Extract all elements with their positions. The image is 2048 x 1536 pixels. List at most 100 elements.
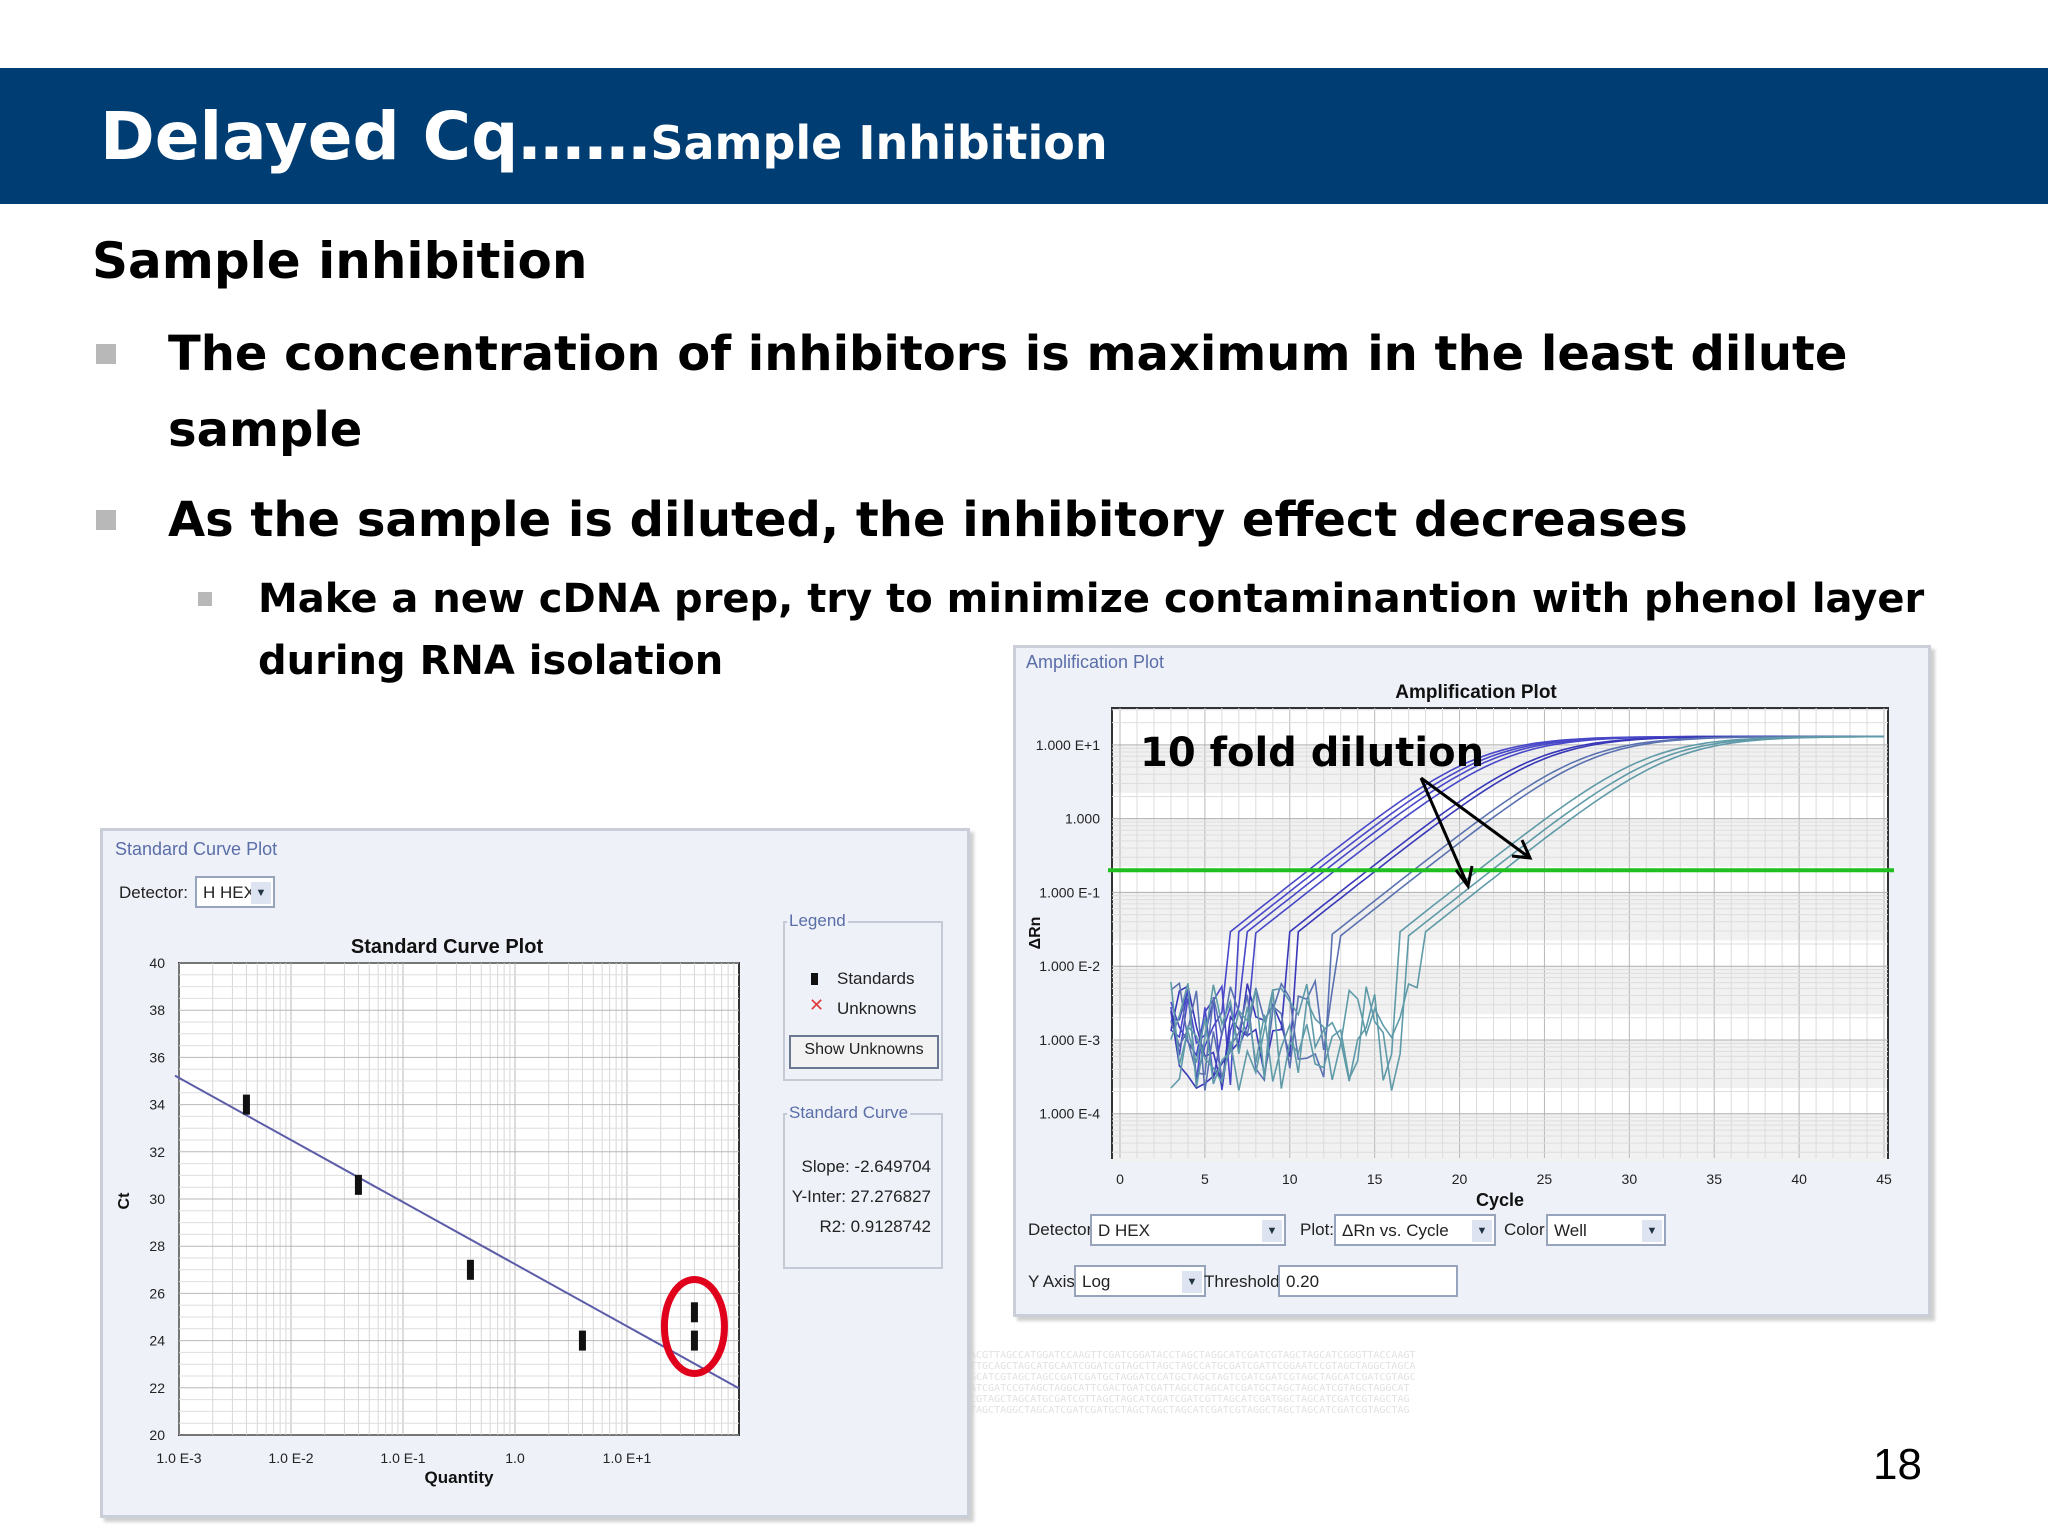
threshold-label: Threshold: [1204, 1272, 1285, 1291]
chevron-down-icon[interactable]: ▼ [251, 882, 271, 904]
bullet-1: The concentration of inhibitors is maxim… [96, 316, 1888, 468]
legend-title: Legend [787, 911, 848, 931]
standard-point [690, 1330, 698, 1351]
bullet-2-line1: As the sample is diluted, the inhibitory… [168, 492, 1688, 548]
y-tick-label: 22 [149, 1380, 165, 1396]
standard-point [690, 1302, 698, 1323]
standard-curve-grid [178, 962, 739, 1436]
dna-watermark: ACGTTAGCCATGGATCCAAGTTCGATCGGATACCTAGCTA… [970, 1350, 1416, 1416]
chevron-down-icon[interactable]: ▼ [1182, 1271, 1202, 1293]
amplification-window: Amplification Plot Amplification Plot 1.… [1013, 645, 1931, 1317]
standards-marker-icon [811, 973, 818, 985]
y-tick-label: 1.000 E-1 [1039, 884, 1100, 900]
detector-label: Detector: [119, 883, 188, 902]
threshold-input[interactable]: 0.20 [1278, 1265, 1458, 1297]
standard-curve-plot-title: Standard Curve Plot [351, 936, 544, 958]
amplification-plot-title: Amplification Plot [1395, 682, 1557, 703]
amplification-grid [1112, 708, 1888, 1158]
y-tick-label: 28 [149, 1238, 165, 1254]
show-unknowns-button[interactable]: Show Unknowns [789, 1035, 939, 1069]
page-number: 18 [1873, 1440, 1922, 1489]
legend-standards: Standards [837, 969, 915, 988]
amp-detector-label: Detector: [1028, 1220, 1097, 1239]
color-label: Color: [1504, 1220, 1550, 1239]
legend-unknowns: Unknowns [837, 999, 917, 1018]
chevron-down-icon[interactable]: ▼ [1642, 1220, 1662, 1242]
x-tick-label: 25 [1537, 1171, 1553, 1187]
standard-curve-plot: Standard Curve Plot 40 38 36 34 32 30 28 26 24 22… [116, 936, 740, 1487]
amplification-ylabel: ΔRn [1027, 917, 1044, 950]
detector-select-value: H HEX [203, 883, 255, 902]
x-tick-label: 30 [1622, 1171, 1638, 1187]
dilution-annotation: 10 fold dilution [1140, 730, 1484, 776]
band [1113, 1113, 1887, 1162]
y-tick-label: 1.000 E+1 [1036, 737, 1100, 753]
x-tick-label: 35 [1706, 1171, 1722, 1187]
amplification-window-title: Amplification Plot [1026, 652, 1165, 672]
amp-detector-select[interactable]: D HEX ▼ [1090, 1214, 1286, 1246]
arrow-line-2 [1420, 776, 1531, 860]
bullet-1-line2: sample [168, 402, 363, 458]
chevron-down-icon[interactable]: ▼ [1262, 1220, 1282, 1242]
bullet-marker [96, 510, 116, 530]
x-tick-label: 15 [1367, 1171, 1383, 1187]
standard-point [578, 1330, 586, 1351]
x-tick-label: 10 [1282, 1171, 1298, 1187]
arrow-head-1 [1454, 865, 1474, 890]
arrow-line-1 [1419, 777, 1470, 887]
sub-bullet-marker [198, 592, 212, 606]
standard-point [466, 1259, 474, 1280]
y-tick-label: 1.000 [1065, 811, 1100, 827]
standard-point [242, 1094, 250, 1115]
x-tick-label: 0 [1116, 1171, 1124, 1187]
standard-curve-window: Standard Curve Plot Detector: H HEX ▼ St… [100, 828, 970, 1518]
standard-curve-group: Standard Curve Slope: -2.649704 Y-Inter:… [783, 1103, 943, 1269]
legend-group: Legend Standards ✕ Unknowns Show Unknown… [783, 911, 943, 1081]
plot-select[interactable]: ΔRn vs. Cycle ▼ [1334, 1214, 1496, 1246]
arrow-head-2 [1511, 839, 1533, 860]
amplification-x-ticks: 0 5 10 15 20 25 30 35 40 45 [1116, 1171, 1892, 1187]
y-tick-label: 38 [149, 1002, 165, 1018]
y-tick-label: 1.000 E-2 [1039, 958, 1100, 974]
color-select[interactable]: Well ▼ [1546, 1214, 1666, 1246]
amplification-curve [1170, 735, 1884, 1076]
standard-curve-points [242, 1094, 698, 1351]
x-tick-label: 40 [1791, 1171, 1807, 1187]
amplification-xlabel: Cycle [1476, 1190, 1524, 1210]
annotation-arrows [1419, 776, 1533, 890]
standard-curve-xlabel: Quantity [425, 1468, 494, 1487]
standard-curve-y-ticks: 40 38 36 34 32 30 28 26 24 22 20 [149, 955, 165, 1443]
title-bar: Delayed Cq……Sample Inhibition [0, 68, 2048, 204]
amp-detector-value: D HEX [1098, 1221, 1150, 1240]
sub-bullet-line1: Make a new cDNA prep, try to minimize co… [258, 576, 1925, 622]
threshold-input-value: 0.20 [1286, 1272, 1320, 1291]
standard-curve-fit-line [174, 1074, 740, 1390]
slope-text: Slope: -2.649704 [801, 1157, 932, 1176]
amplification-plot: Amplification Plot 1.000 E+1 1.000 1.000 E… [1027, 682, 1894, 1210]
yaxis-select[interactable]: Log ▼ [1074, 1265, 1206, 1297]
unknowns-marker-icon: ✕ [809, 995, 825, 1015]
standard-curve-window-title: Standard Curve Plot [115, 839, 278, 859]
standard-curve-x-ticks: 1.0 E-3 1.0 E-2 1.0 E-1 1.0 1.0 E+1 [156, 1450, 651, 1466]
r2-text: R2: 0.9128742 [819, 1217, 931, 1236]
yinter-text: Y-Inter: 27.276827 [791, 1187, 931, 1206]
y-tick-label: 34 [149, 1097, 165, 1113]
y-tick-label: 1.000 E-4 [1039, 1106, 1100, 1122]
slide-title-sub: Sample Inhibition [650, 116, 1108, 170]
sub-bullet: Make a new cDNA prep, try to minimize co… [198, 568, 1958, 692]
x-tick-label: 1.0 E-3 [156, 1450, 201, 1466]
x-tick-label: 45 [1876, 1171, 1892, 1187]
chevron-down-icon[interactable]: ▼ [1472, 1220, 1492, 1242]
bullet-marker [96, 344, 116, 364]
band [1113, 818, 1887, 867]
band [1113, 1039, 1887, 1088]
band [1113, 892, 1887, 941]
y-tick-label: 24 [149, 1333, 165, 1349]
standard-point [354, 1174, 362, 1195]
bullet-2: As the sample is diluted, the inhibitory… [96, 482, 1888, 558]
slide-title: Delayed Cq……Sample Inhibition [100, 98, 1108, 175]
y-tick-label: 26 [149, 1285, 165, 1301]
detector-select[interactable]: H HEX ▼ [195, 876, 275, 908]
plot-label: Plot: [1300, 1220, 1335, 1239]
x-tick-label: 1.0 [505, 1450, 525, 1466]
